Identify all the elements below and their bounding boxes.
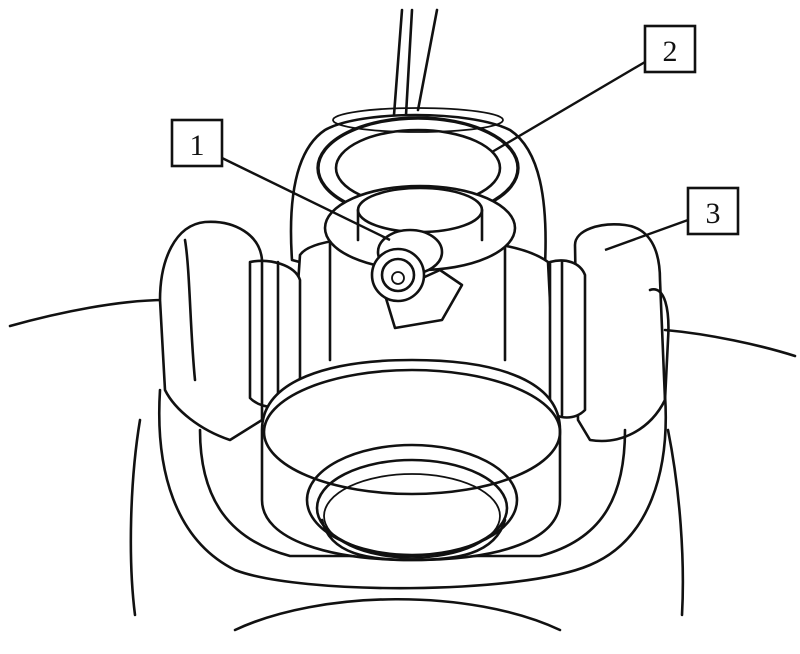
right-yoke-ear bbox=[548, 223, 670, 443]
callout-3-label: 3 bbox=[706, 197, 721, 230]
callout-1-label: 1 bbox=[190, 129, 205, 162]
callout-leaders bbox=[221, 60, 689, 252]
leader-2 bbox=[491, 60, 646, 154]
background-body-lines bbox=[8, 298, 797, 632]
tool-rod bbox=[392, 8, 439, 117]
callout-3: 3 bbox=[686, 186, 740, 236]
callout-2: 2 bbox=[643, 24, 697, 74]
callout-2-label: 2 bbox=[663, 35, 678, 68]
callout-1: 1 bbox=[170, 118, 224, 168]
leader-1 bbox=[221, 156, 391, 242]
cross-cap-lower bbox=[260, 358, 562, 562]
left-yoke-ear bbox=[158, 220, 302, 442]
grease-nipple bbox=[370, 228, 464, 330]
leader-3 bbox=[604, 218, 689, 252]
cross-cap-upper bbox=[323, 184, 517, 272]
